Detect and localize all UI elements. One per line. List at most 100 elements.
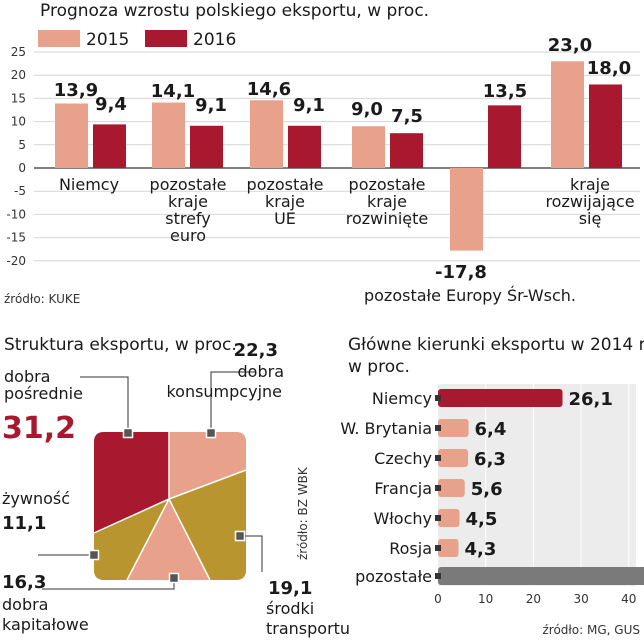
x-tick-label: 10	[478, 592, 493, 606]
label-dobra-kapitalowe: kapitałowe	[2, 615, 89, 634]
value-srodki-transportu: 19,1	[268, 578, 312, 599]
bar-2015	[551, 61, 584, 168]
leader-dobra-konsumpcyjne	[210, 371, 255, 433]
bar-2015	[55, 103, 88, 168]
y-tick-label: 25	[11, 45, 26, 59]
hbar-marker	[435, 455, 441, 461]
hbar-category-label: Czechy	[374, 449, 432, 468]
hbar-value-label: 4,5	[465, 509, 497, 530]
label-srodki-transportu: transportu	[266, 619, 350, 638]
chart3-title: Główne kierunki eksportu w 2014 r.,	[348, 335, 644, 355]
bar-value-label: 9,4	[95, 94, 127, 115]
leader-marker	[234, 530, 246, 542]
category-label: strefy	[165, 209, 211, 228]
bar-2016	[390, 133, 423, 168]
category-label: rozwijające	[545, 192, 634, 211]
hbar	[438, 419, 469, 437]
segment-dobra-konsumpcyjne	[169, 432, 246, 499]
value-dobra-konsumpcyjne: 22,3	[234, 340, 278, 361]
segment-dobra-kapitalowe	[127, 499, 210, 580]
label-dobra-kapitalowe: dobra	[2, 595, 48, 614]
value-dobra-posrednie: 31,2	[2, 411, 76, 446]
leader-marker	[168, 572, 180, 584]
hbar-marker	[435, 485, 441, 491]
leader-marker	[205, 427, 217, 439]
bar-2015	[250, 100, 283, 168]
category-label: się	[579, 209, 602, 228]
hbar-marker	[435, 545, 441, 551]
chart3-title: w proc.	[348, 357, 410, 377]
bar-2015	[152, 102, 185, 168]
hbar-category-label: pozostałe	[355, 567, 432, 586]
hbar-value-label: 6,4	[475, 419, 507, 440]
hbar-category-label: Niemcy	[372, 389, 432, 408]
hbar	[438, 509, 460, 527]
y-tick-label: -5	[14, 184, 26, 198]
bar-value-label: 9,1	[195, 95, 227, 116]
legend-swatch-2015	[38, 30, 80, 47]
hbar-category-label: Francja	[374, 479, 432, 498]
bar-2016	[488, 105, 521, 168]
legend-swatch-2016	[145, 30, 187, 47]
category-label: UE	[274, 209, 296, 228]
hbar	[438, 567, 644, 585]
label-srodki-transportu: środki	[266, 599, 314, 618]
hbar	[438, 389, 563, 407]
bar-2016	[93, 124, 126, 168]
segment-dobra-posrednie	[94, 432, 169, 533]
hbar-marker	[435, 425, 441, 431]
legend-label-2016: 2016	[193, 30, 236, 50]
chart1-title: Prognoza wzrostu polskiego eksportu, w p…	[40, 1, 429, 21]
y-tick-label: -10	[6, 207, 26, 221]
y-tick-label: -20	[6, 254, 26, 268]
hbar-value-label: 6,3	[474, 449, 506, 470]
bar-2015	[352, 126, 385, 168]
category-label: pozostałe	[349, 175, 426, 194]
segment-dividers	[93, 432, 247, 581]
leader-marker	[88, 549, 100, 561]
y-tick-label: 0	[18, 161, 26, 175]
hbar-category-label: Włochy	[373, 509, 432, 528]
y-tick-label: 15	[11, 91, 26, 105]
category-label: pozostałe	[247, 175, 324, 194]
value-dobra-kapitalowe: 16,3	[2, 572, 46, 593]
x-tick-label: 40	[621, 592, 636, 606]
bar-value-label: 13,9	[54, 80, 98, 101]
label-dobra-posrednie: pośrednie	[4, 384, 83, 403]
hbar-value-label: 5,6	[471, 479, 503, 500]
bar-value-label: 18,0	[587, 58, 631, 79]
category-label: kraje	[168, 192, 208, 211]
bar-value-label: 23,0	[548, 35, 592, 56]
category-label: rozwinięte	[346, 209, 429, 228]
leader-srodki-transportu	[240, 535, 263, 572]
bar-2016	[589, 84, 622, 168]
y-tick-label: -15	[6, 231, 26, 245]
category-label: Niemcy	[59, 175, 119, 194]
hbar	[438, 539, 459, 557]
category-label: pozostałe	[150, 175, 227, 194]
hbar	[438, 449, 469, 467]
segment-zywnosc	[94, 499, 169, 580]
bar-2016	[190, 125, 223, 168]
bar-value-label: 13,5	[483, 81, 527, 102]
bar-2015	[450, 168, 483, 251]
chart2-source: źródło: BZ WBK	[296, 466, 310, 560]
label-dobra-konsumpcyjne: dobra	[238, 362, 284, 381]
segment-srodki-transportu	[169, 470, 246, 580]
hbar-value-label: 4,3	[465, 539, 497, 560]
category-label: kraje	[570, 175, 610, 194]
bar-value-label: 14,6	[247, 79, 291, 100]
label-dobra-posrednie: dobra	[4, 367, 50, 386]
chart2-title: Struktura eksportu, w proc.	[4, 335, 237, 355]
bar-value-label: 14,1	[151, 81, 195, 102]
bar-value-label: 9,1	[293, 95, 325, 116]
bar-value-label: 9,0	[351, 99, 383, 120]
value-zywnosc: 11,1	[2, 513, 46, 534]
hbar-category-label: Rosja	[389, 539, 432, 558]
chart3-plot-bg	[438, 384, 636, 586]
chart1-source: źródło: KUKE	[4, 292, 80, 306]
y-tick-label: 10	[11, 115, 26, 129]
leader-dobra-posrednie	[80, 376, 129, 433]
hbar-value-label: 26,1	[568, 389, 612, 410]
